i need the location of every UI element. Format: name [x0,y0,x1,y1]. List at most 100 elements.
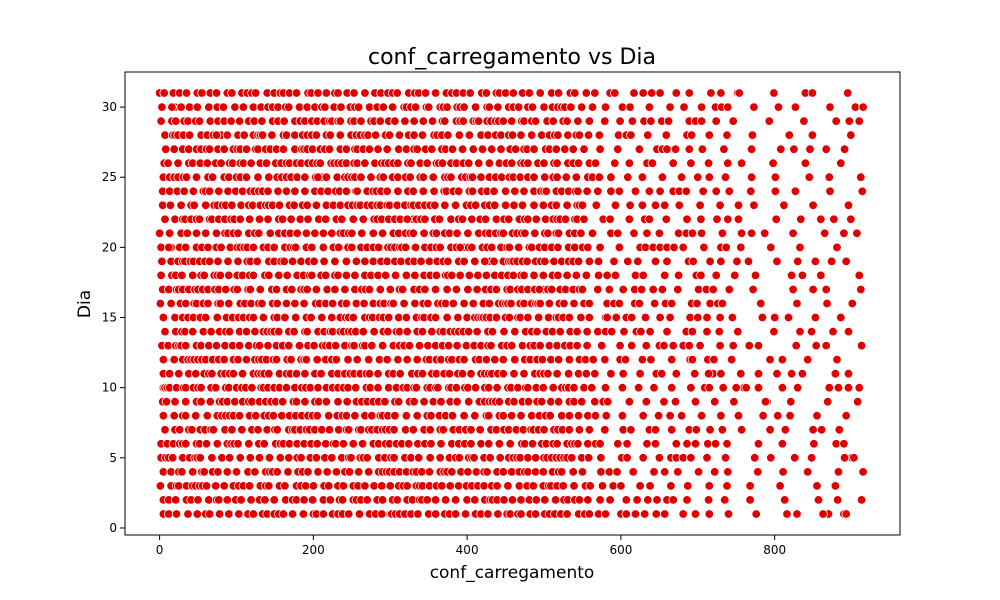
data-point [200,228,211,239]
data-point [673,270,684,281]
data-point [414,453,424,463]
data-point [704,172,715,182]
data-point [544,298,555,309]
data-point [584,312,595,323]
data-point [668,495,678,505]
data-point [573,411,584,421]
data-point [360,88,370,98]
data-point [167,102,177,112]
data-point [487,242,497,253]
data-point [231,467,242,477]
data-point [344,509,354,519]
data-point [487,326,498,337]
data-point [241,172,252,182]
data-point [181,88,192,98]
data-point [684,340,695,351]
data-point [841,256,851,267]
data-point [200,312,211,323]
data-point [650,200,661,211]
data-point [474,116,484,126]
data-point [769,88,779,98]
data-point [535,340,545,351]
data-point [553,242,563,253]
data-point [303,214,313,225]
data-point [412,354,422,365]
data-point [703,158,714,168]
data-point [621,509,632,519]
data-point [402,214,412,225]
data-point [400,242,411,253]
data-point [277,214,288,225]
data-point [280,481,290,491]
data-point [623,256,633,267]
data-point [167,453,178,463]
data-point [693,467,704,477]
data-point [344,467,355,477]
data-point [671,369,682,379]
data-point [710,439,721,449]
data-point [349,88,359,98]
data-point [459,411,469,421]
data-point [394,397,404,407]
data-point [618,284,628,295]
data-point [577,467,588,477]
data-point [380,397,390,407]
data-point [476,172,486,182]
data-point [356,172,366,182]
data-point [602,270,612,281]
data-point [836,312,846,323]
data-point [313,383,323,393]
data-point [696,116,707,126]
data-point [192,509,203,519]
data-point [773,102,784,112]
data-point [504,312,515,323]
data-point [560,144,570,154]
y-tick-label: 0 [109,521,117,535]
data-point [318,228,329,239]
data-point [622,439,632,449]
data-point [758,411,768,421]
data-point [312,411,322,421]
data-point [164,242,174,253]
data-point [414,340,425,351]
data-point [683,481,693,491]
data-point [581,270,592,281]
data-point [232,284,243,295]
data-point [581,369,592,379]
data-point [632,495,642,505]
data-point [687,354,698,365]
data-point [535,298,545,309]
data-point [624,397,635,407]
data-point [614,242,625,253]
data-point [204,256,215,267]
data-point [429,186,439,197]
data-point [843,200,854,211]
data-point [258,312,269,323]
data-point [321,270,331,281]
data-point [724,186,735,197]
data-point [650,298,660,309]
data-point [430,509,441,519]
data-point [291,312,301,323]
data-point [413,509,423,519]
data-point [723,102,733,112]
data-point [440,116,450,126]
data-point [617,383,628,393]
data-point [287,284,297,295]
data-point [596,467,606,477]
data-point [191,172,202,182]
data-point [823,397,833,407]
data-point [452,228,462,239]
data-point [211,228,222,239]
data-point [786,270,797,281]
data-point [405,172,415,182]
data-point [400,116,410,126]
data-point [595,144,605,154]
data-point [204,144,215,154]
data-point [330,256,340,267]
data-point [177,467,187,477]
data-point [567,453,577,463]
data-point [392,495,402,505]
data-point [564,354,575,365]
data-point [537,354,548,365]
